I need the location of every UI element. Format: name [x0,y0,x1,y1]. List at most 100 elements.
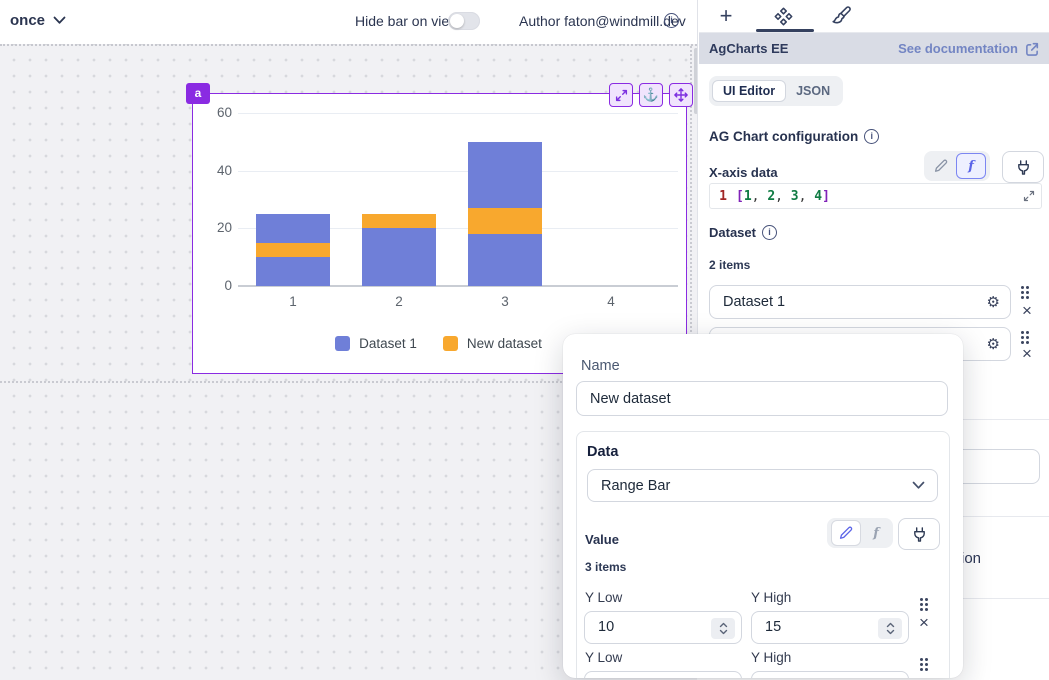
component-title: AgCharts EE [709,41,789,56]
x-axis-tick-label: 2 [395,294,403,309]
tab-ui-editor[interactable]: UI Editor [712,80,787,102]
styling-tab[interactable] [831,6,852,27]
value-label: Value [585,532,619,547]
see-documentation-link[interactable]: See documentation [898,41,1039,56]
line-number: 1 [719,188,727,204]
range-bar-segment [256,242,330,258]
value-input-kind-switch: f [827,518,893,548]
connect-button[interactable] [1002,151,1044,183]
canvas-scrollbar[interactable] [694,48,698,114]
tab-json[interactable]: JSON [796,84,831,98]
name-label: Name [581,358,620,374]
data-section: Data Range Bar Value f 3 items [576,431,950,678]
remove-dataset-button[interactable]: × [1022,301,1032,320]
static-pencil-button[interactable] [928,155,954,177]
dataset-label: Dataset i [709,225,777,240]
drag-handle[interactable] [1021,286,1029,299]
dataset-name: Dataset 1 [723,294,786,310]
number-stepper[interactable] [878,618,902,639]
legend-label: New dataset [466,336,542,351]
number-stepper[interactable] [711,618,735,639]
config-heading: AG Chart configuration i [709,129,880,144]
legend-item[interactable]: New dataset [442,336,542,351]
fx-expression-button[interactable]: f [956,153,986,179]
gridline [238,228,678,230]
fullscreen-icon [615,89,627,101]
plug-icon [913,526,925,542]
obscured-label-fragment: ion [961,550,982,567]
anchor-component-button[interactable]: ⚓ [639,83,663,107]
x-axis-tick-label: 3 [501,294,509,309]
paintbrush-icon [832,6,851,24]
legend-item[interactable]: Dataset 1 [335,336,417,351]
add-component-tab[interactable]: + [719,3,733,28]
range-bar-segment [468,208,542,235]
external-link-icon [1026,42,1039,56]
dataset-count: 2 items [709,258,751,272]
pencil-icon [934,159,948,172]
pencil-icon [839,526,853,539]
drag-handle[interactable] [920,658,928,671]
top-toolbar: once Hide bar on view Author faton@windm… [0,0,697,44]
x-axis-tick-label: 4 [607,294,615,309]
run-mode-dropdown[interactable]: once [10,12,66,29]
anchor-icon: ⚓ [642,87,660,102]
gear-icon[interactable]: ⚙ [986,336,1000,353]
info-icon: i [761,225,777,240]
chevron-down-icon [53,16,66,24]
dataset-row[interactable]: Dataset 1 ⚙ [709,285,1011,319]
component-header: AgCharts EE See documentation [699,33,1049,64]
dataset-settings-modal: Name New dataset Data Range Bar Value f [563,334,963,678]
range-bar-segment [362,213,436,229]
y-low-input[interactable] [584,671,742,678]
legend-swatch [442,336,458,351]
bar-segment [362,228,436,286]
remove-row-button[interactable]: × [919,613,929,632]
value-items-count: 3 items [585,560,627,574]
components-icon [774,7,793,26]
y-high-label: Y High [751,650,792,665]
run-mode-label: once [10,12,46,29]
name-input[interactable]: New dataset [576,381,948,416]
gear-icon[interactable]: ⚙ [986,294,1000,311]
code-line: [1, 2, 3, 4] [736,188,830,204]
y-axis-tick-label: 40 [216,162,232,178]
hide-bar-toggle[interactable] [448,12,480,30]
gridline [238,170,678,172]
editor-mode-switch: UI Editor JSON [709,76,844,106]
connect-button[interactable] [898,518,940,550]
x-axis-line [238,285,678,287]
xaxis-code-editor[interactable]: 1 [1, 2, 3, 4] [709,183,1042,209]
static-pencil-button[interactable] [831,520,861,546]
y-low-input[interactable]: 10 [584,611,742,644]
tabs-divider [699,32,1049,33]
y-axis-tick-label: 60 [216,105,232,120]
remove-dataset-button[interactable]: × [1022,344,1032,363]
active-tab-underline [756,29,814,32]
chevron-down-icon [912,481,925,489]
y-low-label: Y Low [585,650,623,665]
fx-expression-button[interactable]: f [873,525,879,541]
move-component-button[interactable] [669,83,693,107]
y-high-input[interactable] [751,671,909,678]
y-low-label: Y Low [585,590,623,605]
x-axis-tick-label: 1 [289,294,297,309]
expand-component-button[interactable] [609,83,633,107]
data-label: Data [587,444,619,460]
y-high-label: Y High [751,590,792,605]
y-high-input[interactable]: 15 [751,611,909,644]
plug-icon [1017,159,1029,175]
legend-swatch [335,336,351,351]
y-axis-tick-label: 20 [216,220,232,236]
canvas-grid-row-divider [0,381,690,383]
author-label: Author faton@windmill.dev [519,13,686,29]
component-settings-tab[interactable] [773,6,794,27]
chart-type-select[interactable]: Range Bar [587,469,938,502]
info-icon: i [664,13,679,28]
expand-icon [1023,190,1035,202]
expand-editor-button[interactable] [1023,190,1035,202]
drag-handle[interactable] [920,598,928,611]
drag-handle[interactable] [1021,331,1029,344]
chart-legend: Dataset 1 New dataset [192,336,685,351]
gridline [238,113,678,114]
